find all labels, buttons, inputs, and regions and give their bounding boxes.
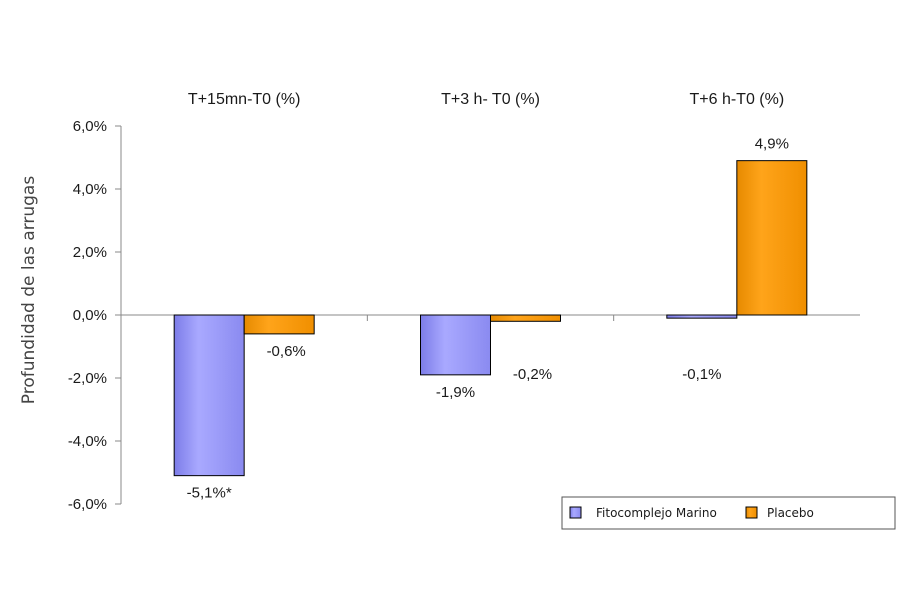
legend-label-fitocomplejo: Fitocomplejo Marino	[596, 506, 717, 520]
data-label: -0,6%	[267, 343, 306, 360]
y-tick-label: 0,0%	[73, 307, 107, 324]
y-tick-label: -4,0%	[68, 433, 107, 450]
category-label: T+15mn-T0 (%)	[188, 91, 300, 108]
legend-swatch-placebo	[745, 506, 758, 519]
legend-swatch-fitocomplejo	[569, 506, 582, 519]
data-label: -5,1%*	[187, 485, 232, 502]
legend-label-placebo: Placebo	[767, 506, 814, 520]
bar	[736, 160, 808, 316]
bar	[420, 314, 491, 376]
category-label: T+3 h- T0 (%)	[441, 91, 540, 108]
y-axis-label: Profundidad de las arrugas	[19, 176, 39, 405]
bar	[173, 314, 245, 477]
bar	[243, 314, 315, 335]
legend-box	[561, 496, 896, 530]
data-label: 4,9%	[755, 136, 789, 153]
y-tick-label: -6,0%	[68, 496, 107, 513]
data-label: -0,1%	[682, 366, 721, 383]
y-tick-label: -2,0%	[68, 370, 107, 387]
y-tick-label: 6,0%	[73, 118, 107, 135]
category-label: T+6 h-T0 (%)	[689, 91, 784, 108]
data-label: -0,2%	[513, 366, 552, 383]
y-tick-label: 2,0%	[73, 244, 107, 261]
bar	[490, 314, 561, 322]
legend: Fitocomplejo Marino Placebo	[561, 496, 896, 530]
plot-area: 6,0% 4,0% 2,0% 0,0% -2,0% -4,0% -6,0% T+15mn-T0…	[68, 91, 860, 513]
bar	[666, 314, 738, 319]
data-label: -1,9%	[436, 384, 475, 401]
y-tick-label: 4,0%	[73, 181, 107, 198]
